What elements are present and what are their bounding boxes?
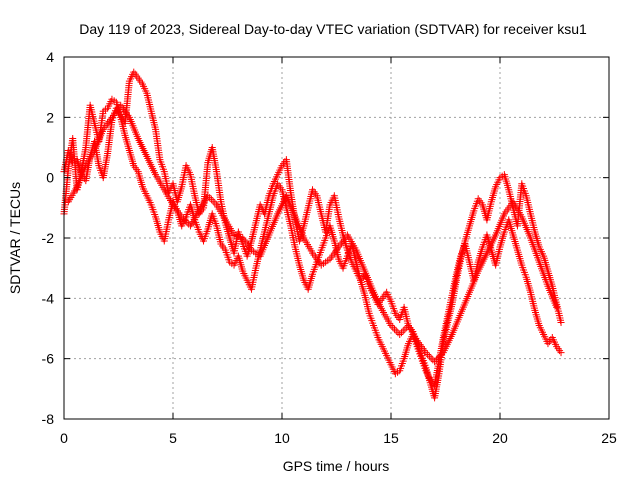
chart-title: Day 119 of 2023, Sidereal Day-to-day VTE… — [79, 21, 587, 37]
data-point — [178, 213, 186, 221]
data-point — [432, 356, 440, 364]
y-tick-label: 0 — [46, 170, 54, 186]
data-point — [183, 218, 191, 226]
x-tick-label: 10 — [274, 430, 290, 446]
data-point — [425, 352, 433, 360]
data-point — [397, 329, 405, 337]
x-axis-label: GPS time / hours — [283, 458, 390, 474]
data-point — [207, 195, 215, 203]
tick-marks — [63, 56, 610, 420]
data-point — [424, 350, 432, 358]
data-point — [389, 323, 397, 331]
data-point — [438, 350, 446, 358]
data-point — [387, 321, 395, 329]
y-tick-labels: -8 -6 -4 -2 0 2 4 — [42, 49, 55, 427]
x-tick-label: 20 — [492, 430, 508, 446]
data-point — [211, 199, 219, 207]
data-point — [181, 217, 189, 225]
data-point — [206, 194, 214, 202]
y-tick-label: -8 — [42, 411, 55, 427]
x-tick-label: 5 — [169, 430, 177, 446]
data-point — [396, 331, 404, 339]
data-point — [427, 354, 435, 362]
data-point — [399, 327, 407, 335]
data-point — [179, 215, 187, 223]
x-tick-label: 0 — [60, 430, 68, 446]
y-tick-label: -2 — [42, 230, 55, 246]
data-point — [392, 327, 400, 335]
data-point — [209, 197, 217, 205]
data-point — [557, 318, 565, 326]
data-point — [431, 358, 439, 366]
data-point — [553, 303, 561, 311]
grid — [64, 57, 609, 419]
data-point — [436, 352, 444, 360]
y-tick-label: -4 — [42, 290, 55, 306]
data-point — [204, 192, 212, 200]
series-2 — [64, 101, 561, 366]
data-point — [390, 325, 398, 333]
x-tick-label: 15 — [383, 430, 399, 446]
x-tick-label: 25 — [601, 430, 617, 446]
data-point — [434, 354, 442, 362]
data-marks — [60, 68, 565, 402]
y-tick-label: 4 — [46, 49, 54, 65]
y-tick-label: -6 — [42, 351, 55, 367]
data-point — [401, 325, 409, 333]
x-tick-labels: 0 5 10 15 20 25 — [60, 430, 617, 446]
data-point — [557, 349, 565, 357]
y-tick-label: 2 — [46, 109, 54, 125]
data-point — [422, 349, 430, 357]
y-axis-label: SDTVAR / TECUs — [7, 182, 23, 294]
